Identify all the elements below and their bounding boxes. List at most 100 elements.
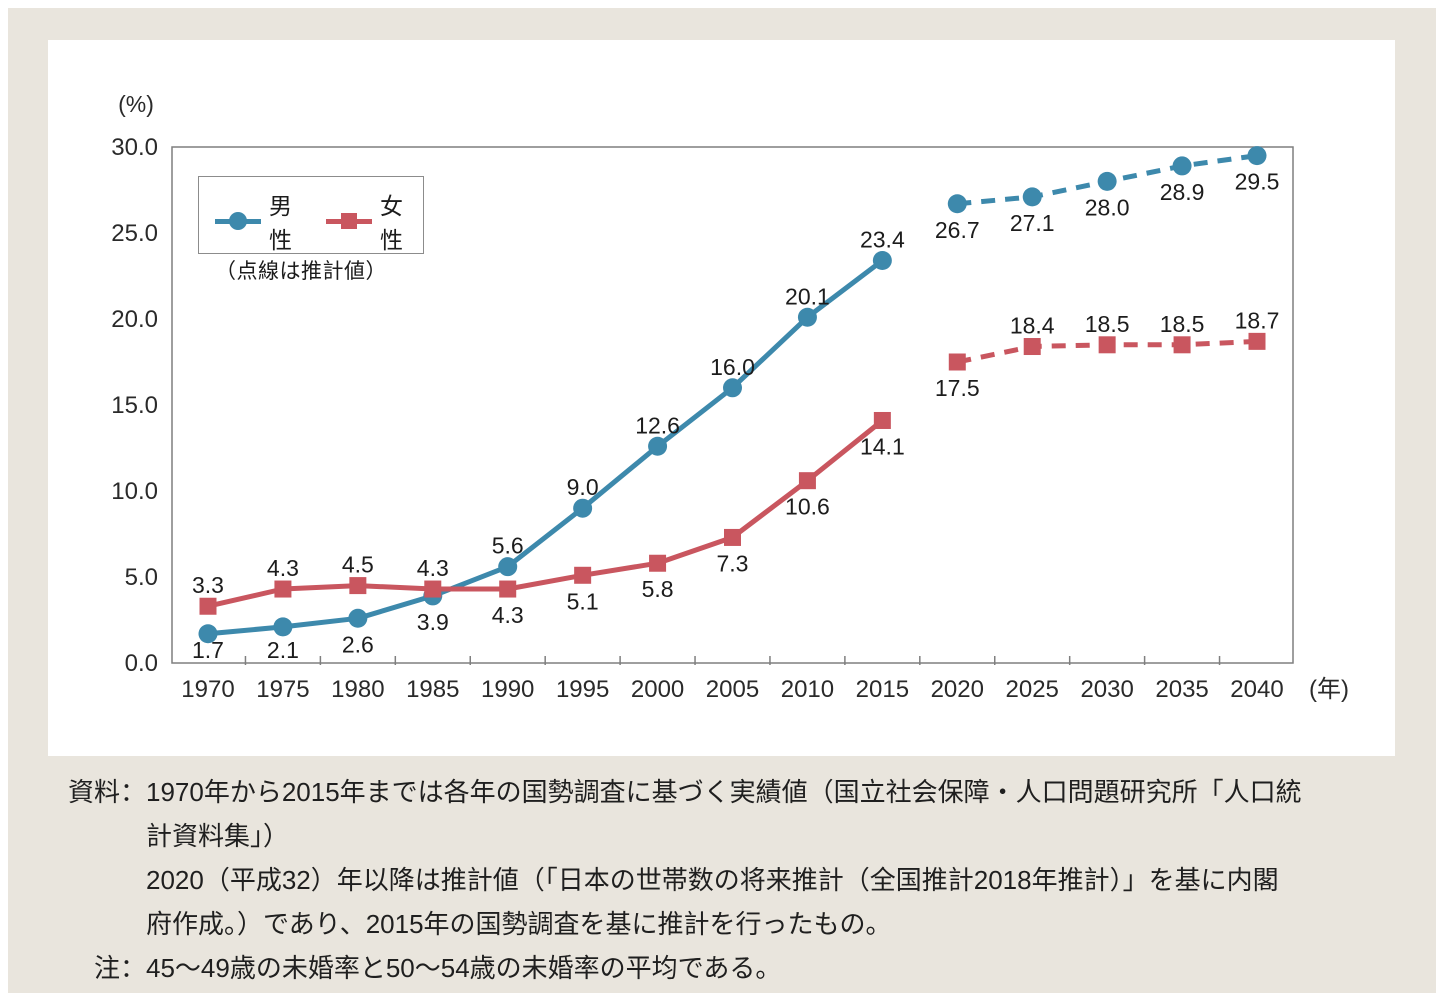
source-text: 1970年から2015年までは各年の国勢調査に基づく実績値（国立社会保障・人口問… (146, 777, 1302, 939)
plot-box (171, 146, 1294, 664)
data-point (424, 580, 442, 598)
data-point-label: 4.3 (417, 555, 449, 581)
x-tick-label: 2040 (1230, 676, 1283, 703)
legend-series-row: 男性 女性 (215, 187, 413, 255)
x-tick-label: 2010 (781, 676, 834, 703)
data-point (574, 566, 592, 584)
x-tick-label: 1980 (331, 676, 384, 703)
series-line-actual-1 (207, 418, 884, 609)
data-point-label: 18.7 (1235, 307, 1280, 333)
chart-card: 0.0 5.0 10.0 15.0 20.0 25.0 30.0 (%) 1970 1975 198… (48, 40, 1395, 756)
data-point-label: 14.1 (860, 433, 905, 459)
data-point-label: 27.1 (1010, 210, 1055, 236)
data-point (1023, 338, 1041, 356)
data-point-label: 16.0 (710, 354, 755, 380)
data-point-label: 5.6 (492, 533, 524, 559)
x-tick-label: 2035 (1155, 676, 1208, 703)
data-point-label: 3.3 (192, 572, 224, 598)
x-axis-unit-label: (年) (1309, 676, 1349, 703)
women-line-square-marker-icon (326, 211, 372, 231)
note-text: 45～49歳の未婚率と50～54歳の未婚率の平均である。 (146, 953, 782, 983)
data-point-label: 2.6 (342, 631, 374, 657)
source-row: 資料： 1970年から2015年までは各年の国勢調査に基づく実績値（国立社会保障… (54, 770, 1390, 946)
data-point-label: 4.3 (267, 555, 299, 581)
legend-item-women: 女性 (326, 187, 413, 255)
unmarried-rate-line-chart: 0.0 5.0 10.0 15.0 20.0 25.0 30.0 (%) 1970 1975 198… (111, 91, 1349, 703)
x-tick-label: 2000 (631, 676, 684, 703)
note-label: 注： (93, 953, 146, 983)
legend-item-men: 男性 (215, 187, 302, 255)
y-tick-label: 20.0 (111, 306, 158, 333)
source-label: 資料： (67, 777, 146, 807)
data-point (649, 554, 667, 572)
data-point-label: 7.3 (717, 550, 749, 576)
data-point (947, 194, 967, 214)
data-point (274, 580, 292, 598)
x-tick-label: 2015 (856, 676, 909, 703)
x-tick-label: 1995 (556, 676, 609, 703)
note-row: 注： 45～49歳の未婚率と50～54歳の未婚率の平均である。 (54, 946, 1390, 990)
data-point (1097, 171, 1117, 191)
y-tick-label: 5.0 (125, 564, 158, 591)
data-point-label: 23.4 (860, 227, 905, 253)
data-point (723, 378, 742, 398)
data-point-label: 1.7 (192, 637, 224, 663)
data-point (1172, 156, 1192, 176)
data-point (349, 577, 367, 595)
data-point-label: 9.0 (567, 474, 599, 500)
data-point (1247, 146, 1267, 166)
page-background: 0.0 5.0 10.0 15.0 20.0 25.0 30.0 (%) 1970 1975 198… (8, 8, 1436, 993)
data-point (573, 498, 593, 518)
data-point-label: 17.5 (935, 375, 980, 401)
data-point (797, 307, 817, 327)
data-point-label: 18.4 (1010, 313, 1055, 339)
data-point-label: 4.5 (342, 552, 374, 578)
data-point (348, 608, 368, 628)
y-tick-label: 10.0 (111, 478, 158, 505)
data-point (724, 528, 741, 546)
legend-label-women: 女性 (380, 193, 403, 253)
data-point (872, 251, 892, 271)
data-point-label: 4.3 (492, 602, 524, 628)
y-tick-label: 15.0 (111, 392, 158, 419)
x-tick-label: 1990 (481, 676, 534, 703)
data-point (948, 353, 966, 371)
data-point (798, 472, 816, 490)
x-tick-label: 2005 (706, 676, 759, 703)
data-point (648, 436, 668, 456)
data-point-label: 18.5 (1085, 311, 1130, 337)
data-point (498, 557, 518, 577)
data-point (199, 597, 217, 615)
legend-note-dashed-projection: （点線は推計値） (215, 260, 387, 283)
data-point-label: 12.6 (635, 412, 680, 438)
chart-legend: 男性 女性 （点線は推計値） (198, 176, 424, 283)
source-notes: 資料： 1970年から2015年までは各年の国勢調査に基づく実績値（国立社会保障… (54, 770, 1390, 990)
data-point-label: 5.8 (642, 576, 674, 602)
data-point (1173, 336, 1191, 354)
data-point (1248, 332, 1266, 350)
data-point-label: 20.1 (785, 283, 830, 309)
men-line-circle-marker-icon (215, 211, 261, 231)
data-point-label: 28.0 (1085, 194, 1130, 220)
x-tick-label: 1985 (406, 676, 459, 703)
data-point-label: 10.6 (785, 494, 830, 520)
data-point (1098, 336, 1116, 354)
x-tick-label: 1970 (181, 676, 234, 703)
data-point-label: 2.1 (267, 637, 299, 663)
data-point (273, 617, 293, 637)
data-point-label: 29.5 (1235, 169, 1280, 195)
data-point (1022, 187, 1042, 207)
data-point-label: 28.9 (1160, 179, 1205, 205)
x-tick-label: 1975 (256, 676, 309, 703)
data-point-label: 3.9 (417, 609, 449, 635)
data-point (198, 624, 218, 644)
y-tick-label: 0.0 (125, 650, 158, 677)
data-point-label: 26.7 (935, 217, 980, 243)
data-point-label: 5.1 (567, 588, 599, 614)
x-tick-label: 2020 (931, 676, 984, 703)
y-tick-label: 30.0 (111, 134, 158, 161)
legend-label-men: 男性 (269, 193, 292, 253)
series-line-actual-0 (207, 258, 884, 637)
x-tick-label: 2025 (1006, 676, 1059, 703)
data-point (499, 580, 517, 598)
